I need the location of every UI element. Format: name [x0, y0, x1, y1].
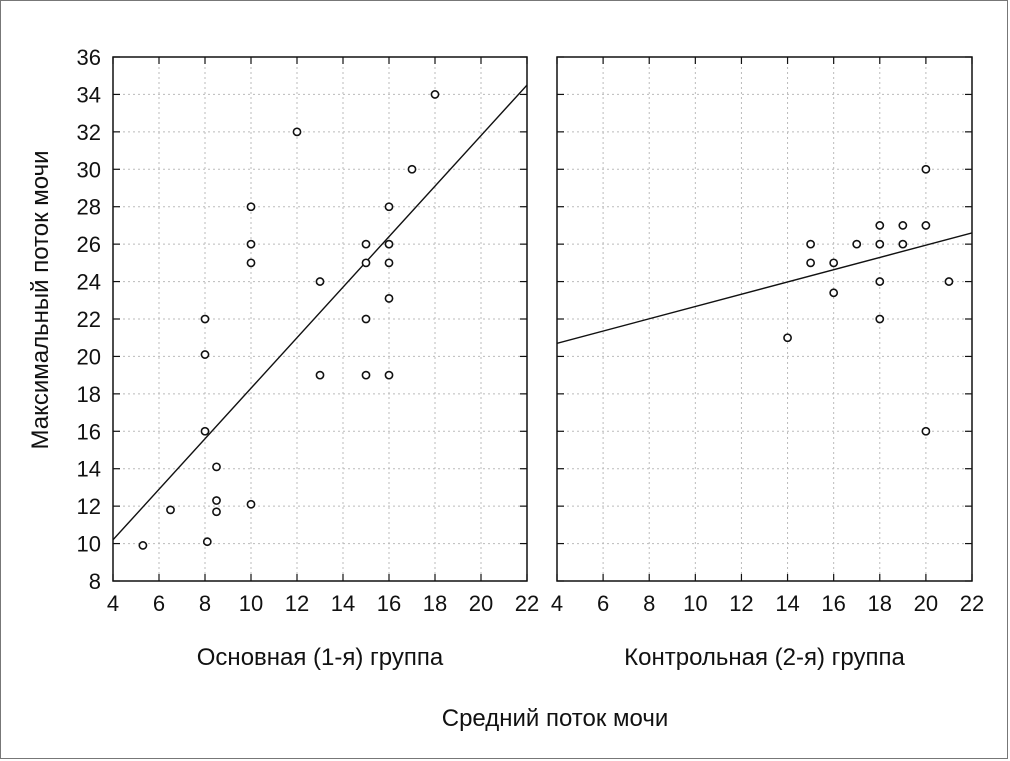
- y-tick-label: 8: [89, 569, 101, 594]
- data-point: [200, 426, 210, 436]
- data-point: [806, 239, 816, 249]
- regression-line: [113, 84, 527, 541]
- plot-frame: [556, 56, 973, 582]
- y-tick-label: 26: [77, 232, 101, 257]
- x-tick-label: 4: [107, 591, 119, 616]
- data-point: [806, 258, 816, 268]
- panel-control-group: 4 6 8 10 12 14 16 18 20 22 Контрольная (2-я) групп…: [551, 56, 984, 671]
- data-point: [829, 288, 839, 298]
- x-tick-label: 6: [153, 591, 165, 616]
- y-tick-label: 30: [77, 157, 101, 182]
- data-point: [384, 239, 394, 249]
- y-tick-label: 28: [77, 195, 101, 220]
- x-tick-label: 12: [729, 591, 753, 616]
- data-point: [212, 462, 221, 472]
- y-tick-label: 36: [77, 45, 101, 70]
- data-point: [875, 239, 885, 249]
- y-tick-label: 18: [77, 382, 101, 407]
- data-point: [407, 164, 417, 174]
- y-tick-label: 12: [77, 494, 101, 519]
- data-point: [921, 426, 931, 436]
- y-tick-label: 14: [77, 457, 101, 482]
- x-tick-label: 18: [423, 591, 447, 616]
- data-point: [921, 164, 931, 174]
- y-tick-label: 22: [77, 307, 101, 332]
- data-point: [246, 499, 256, 509]
- data-point: [292, 127, 302, 137]
- data-point: [875, 221, 885, 230]
- data-point: [783, 333, 792, 343]
- x-tick-label: 20: [914, 591, 938, 616]
- x-tick-label: 6: [597, 591, 609, 616]
- regression-line: [557, 232, 972, 345]
- x-tick-label: 20: [469, 591, 493, 616]
- data-point: [202, 537, 212, 547]
- data-point: [384, 294, 394, 303]
- data-point: [246, 239, 256, 249]
- x-tick-label: 14: [775, 591, 799, 616]
- data-point: [361, 370, 371, 380]
- data-point: [200, 314, 210, 324]
- data-point: [898, 221, 908, 230]
- data-point: [361, 239, 371, 249]
- data-point: [212, 496, 221, 505]
- y-tick-label: 24: [77, 270, 101, 295]
- data-point: [384, 202, 394, 212]
- x-tick-label: 10: [683, 591, 707, 616]
- x-tick-label: 14: [331, 591, 355, 616]
- data-point: [246, 202, 256, 212]
- data-point: [829, 258, 839, 268]
- data-point: [852, 239, 862, 249]
- data-point: [944, 277, 954, 286]
- x-tick-label: 16: [821, 591, 845, 616]
- data-point: [875, 277, 885, 286]
- data-point: [138, 541, 148, 550]
- x-tick-label: 22: [515, 591, 539, 616]
- panel-title: Основная (1-я) группа: [197, 644, 444, 671]
- data-point: [921, 221, 931, 230]
- x-tick-label: 8: [643, 591, 655, 616]
- data-point: [212, 507, 221, 517]
- data-point: [200, 350, 210, 359]
- x-tick-label: 12: [285, 591, 309, 616]
- x-tick-label: 16: [377, 591, 401, 616]
- data-point: [246, 258, 256, 268]
- x-tick-label: 18: [868, 591, 892, 616]
- data-point: [315, 277, 325, 286]
- panel-title: Контрольная (2-я) группа: [624, 644, 905, 671]
- x-tick-label: 10: [239, 591, 263, 616]
- y-tick-label: 32: [77, 120, 101, 145]
- x-axis-label: Средний поток мочи: [442, 705, 669, 732]
- x-tick-label: 4: [551, 591, 563, 616]
- y-axis-label: Максимальный поток мочи: [27, 150, 54, 449]
- data-point: [430, 90, 440, 99]
- data-point: [875, 314, 885, 324]
- data-point: [315, 370, 325, 380]
- data-point: [361, 314, 371, 324]
- y-tick-label: 10: [77, 532, 101, 557]
- data-point: [361, 258, 371, 268]
- data-point: [384, 258, 394, 268]
- data-point: [898, 239, 908, 249]
- x-tick-label: 22: [960, 591, 984, 616]
- y-tick-label: 34: [77, 82, 101, 107]
- y-tick-label: 16: [77, 419, 101, 444]
- data-point: [166, 505, 175, 515]
- y-tick-label: 20: [77, 344, 101, 369]
- panel-main-group: 4 6 8 10 12 14 16 18 20 22 8 10 12 14 16 18 20 22 24 26 28 30…: [77, 45, 540, 671]
- x-tick-label: 8: [199, 591, 211, 616]
- data-point: [384, 370, 394, 380]
